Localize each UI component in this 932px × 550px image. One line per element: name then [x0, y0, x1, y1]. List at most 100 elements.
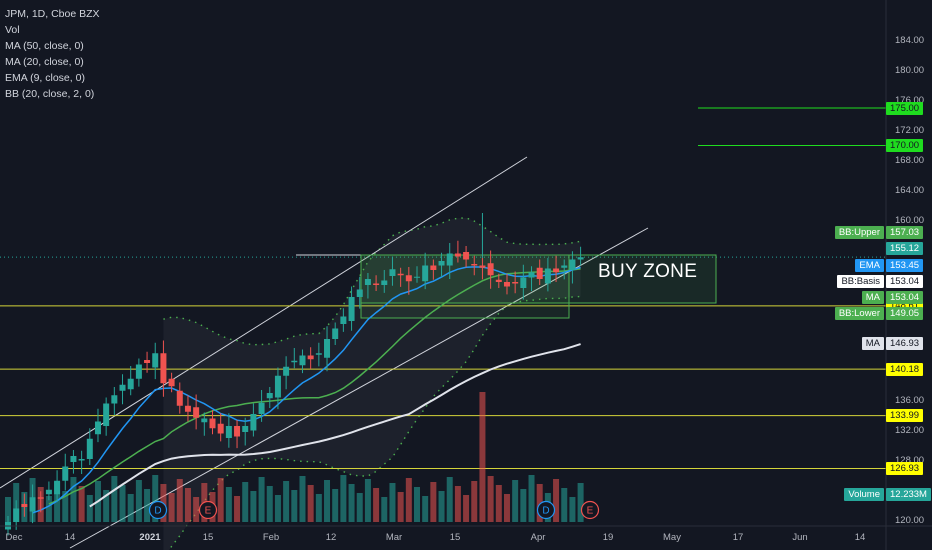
candle-body [528, 272, 535, 278]
candle-body [422, 265, 429, 282]
volume-bar [307, 485, 314, 522]
volume-bar [217, 478, 224, 522]
volume-bar [454, 486, 461, 522]
candle-body [438, 261, 445, 266]
candle-body [561, 265, 568, 268]
candle-body [577, 257, 584, 260]
volume-bar [144, 489, 151, 522]
price-tick-label: 176.00 [895, 94, 925, 106]
indicator-name-tag: EMA [855, 258, 884, 272]
candle-body [307, 355, 314, 360]
candle-body [299, 355, 306, 366]
volume-bar [5, 497, 11, 522]
level-price-badge: 140.18 [886, 362, 924, 376]
volume-bar [332, 489, 339, 522]
volume-bar [561, 488, 568, 522]
channel-upper-trendline [0, 156, 528, 489]
earnings-marker[interactable]: E [198, 500, 218, 520]
earnings-marker[interactable]: E [580, 500, 600, 520]
candle-body [389, 269, 396, 276]
marker-circle [148, 500, 168, 520]
indicator-value-badge: 155.12 [886, 241, 924, 255]
candle-body [217, 423, 224, 434]
legend-item-ema9[interactable]: EMA (9, close, 0) [5, 72, 85, 84]
candle-body [127, 378, 134, 390]
volume-bar [234, 496, 241, 522]
time-tick-label: Jun [792, 532, 808, 543]
candle-body [78, 459, 85, 461]
price-tick-label: 160.00 [895, 214, 925, 226]
marker-label: E [587, 506, 594, 517]
dividend-marker[interactable]: D [536, 500, 556, 520]
price-tick-label: 132.00 [895, 424, 925, 436]
dividend-marker[interactable]: D [148, 500, 168, 520]
volume-bar [184, 488, 191, 522]
price-axis[interactable]: 184.00 180.00 176.00 172.00 168.00 164.00 160.… [886, 0, 932, 550]
volume-bar [111, 476, 118, 522]
time-tick-label: 15 [449, 532, 461, 543]
volume-bar [340, 475, 347, 522]
candle-body [103, 403, 110, 426]
candle-body [62, 466, 69, 481]
candle-body [54, 480, 61, 495]
volume-bar [438, 491, 445, 522]
volume-bar [414, 487, 420, 522]
volume-bar [135, 480, 142, 522]
time-tick-label: Dec [5, 532, 23, 543]
candle-body [544, 268, 551, 284]
candle-body [454, 253, 461, 257]
candle-body [495, 279, 502, 282]
volume-bar [45, 496, 52, 522]
candle-body [258, 402, 265, 414]
volume-bar [528, 475, 535, 522]
candle-body [176, 390, 183, 406]
volume-bar [373, 488, 380, 522]
volume-bar [78, 486, 85, 522]
marker-label: D [154, 506, 161, 517]
volume-value-badge: 12.233M [886, 487, 931, 501]
volume-bar [266, 486, 273, 522]
indicator-name-tag: BB:Basis [837, 274, 884, 288]
candle-body [373, 283, 380, 285]
volume-bar [479, 392, 486, 522]
volume-bar [463, 495, 470, 522]
indicator-name-tag: BB:Upper [834, 225, 884, 239]
volume-bar [495, 485, 502, 522]
candle-body [512, 282, 519, 284]
volume-bar [536, 484, 543, 522]
price-tick-label: 172.00 [895, 124, 925, 136]
volume-bar [119, 485, 126, 522]
volume-bar [70, 477, 77, 522]
volume-bar [577, 483, 584, 522]
candle-body [446, 253, 453, 266]
candle-body [340, 316, 347, 324]
candle-body [201, 418, 208, 423]
candle-body [70, 456, 77, 462]
price-tick-label: 184.00 [895, 34, 925, 46]
volume-bar [324, 480, 331, 522]
symbol-title[interactable]: JPM, 1D, Cboe BZX [5, 8, 100, 20]
volume-bar [250, 491, 257, 522]
legend-item-bb[interactable]: BB (20, close, 2, 0) [5, 88, 95, 100]
price-tick-label: 128.00 [895, 454, 925, 466]
volume-bar [389, 483, 396, 522]
volume-bar [553, 479, 560, 522]
volume-bar [520, 489, 527, 522]
legend-item-ma50[interactable]: MA (50, close, 0) [5, 40, 84, 52]
volume-bar [446, 477, 453, 522]
candle-body [332, 328, 339, 339]
volume-bar [299, 476, 306, 522]
candle-body [234, 426, 241, 437]
candle-body [463, 252, 470, 260]
volume-bar [348, 484, 355, 522]
legend-item-vol[interactable]: Vol [5, 24, 20, 36]
buy-zone-label: BUY ZONE [598, 261, 698, 282]
candle-body [291, 360, 298, 363]
candle-body [569, 259, 576, 270]
indicator-name-tag: MA [861, 290, 884, 304]
candle-body [503, 282, 510, 287]
volume-bar [487, 476, 494, 522]
candle-body [45, 489, 52, 495]
legend-item-ma20[interactable]: MA (20, close, 0) [5, 56, 84, 68]
